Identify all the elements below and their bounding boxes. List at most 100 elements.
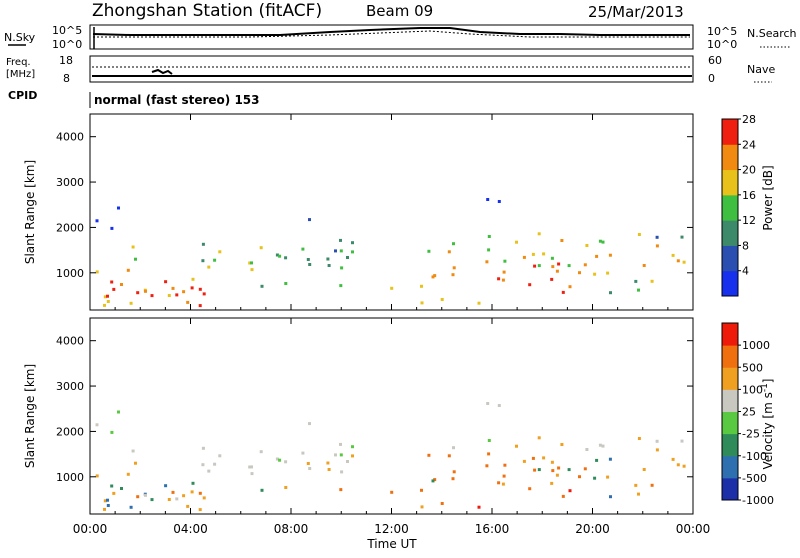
velocity-echo-cell	[537, 468, 541, 472]
colorbar-segment	[722, 367, 738, 390]
power-echo-cell	[171, 286, 175, 290]
velocity-echo-cell	[112, 491, 116, 495]
colorbar-segment	[722, 345, 738, 368]
power-echo-cell	[637, 233, 641, 236]
velocity-echo-cell	[340, 470, 344, 474]
velocity-echo-cell	[487, 439, 491, 442]
velocity-colorbar-label: Velocity [m s-1]	[760, 379, 775, 470]
power-echo-cell	[497, 277, 501, 281]
velocity-echo-cell	[676, 463, 680, 467]
velocity-echo-cell	[598, 443, 602, 447]
colorbar-tick-label: 16	[742, 189, 756, 202]
freq-panel	[89, 55, 694, 83]
velocity-echo-cell	[567, 468, 571, 472]
velocity-echo-cell	[306, 462, 310, 465]
velocity-echo-cell	[485, 464, 489, 468]
velocity-echo-cell	[301, 451, 305, 455]
power-echo-cell	[452, 266, 456, 270]
velocity-echo-cell	[650, 483, 654, 487]
colorbar-tick-label: 4	[742, 265, 749, 278]
velocity-echo-cell	[452, 446, 455, 450]
power-echo-cell	[248, 261, 252, 265]
power-echo-cell	[308, 263, 312, 266]
x-tick-label: 20:00	[575, 522, 610, 536]
power-echo-cell	[606, 271, 610, 275]
velocity-echo-cell	[327, 468, 331, 471]
x-tick-label: 16:00	[475, 522, 510, 536]
power-echo-cell	[682, 260, 686, 264]
colorbar-segment	[722, 323, 738, 346]
freq-label: Freq.	[6, 57, 31, 68]
velocity-echo-cell	[533, 468, 537, 472]
velocity-echo-cell	[213, 462, 217, 466]
velocity-echo-cell	[390, 490, 394, 494]
power-echo-cell	[655, 235, 659, 239]
velocity-echo-cell	[201, 463, 205, 467]
velocity-echo-cell	[191, 481, 195, 485]
power-echo-cell	[250, 268, 254, 272]
colorbar-segment	[722, 169, 738, 196]
velocity-echo-cell	[250, 465, 253, 469]
power-echo-cell	[598, 239, 602, 243]
colorbar-segment	[722, 144, 738, 171]
velocity-echo-cell	[202, 496, 206, 500]
velocity-echo-cell	[637, 492, 640, 496]
power-echo-cell	[207, 265, 211, 269]
velocity-echo-cell	[103, 507, 106, 511]
power-echo-cell	[275, 253, 279, 257]
velocity-echo-cell	[642, 468, 646, 471]
velocity-echo-cell	[550, 460, 554, 464]
x-tick-label: 00:00	[73, 522, 108, 536]
power-echo-cell	[501, 278, 505, 282]
power-echo-cell	[110, 280, 114, 284]
power-echo-cell	[182, 290, 186, 294]
velocity-echo-cell	[606, 475, 610, 479]
power-echo-cell	[306, 258, 310, 261]
velocity-echo-cell	[260, 488, 264, 492]
velocity-echo-cell	[346, 460, 349, 463]
power-echo-cell	[533, 264, 537, 268]
colorbar-segment	[722, 411, 738, 435]
power-echo-cell	[440, 298, 444, 301]
colorbar-segment	[722, 477, 738, 501]
velocity-echo-cell	[595, 458, 599, 462]
power-echo-cell	[609, 291, 612, 295]
power-echo-cell	[608, 253, 612, 257]
velocity-echo-cell	[497, 481, 501, 485]
power-echo-cell	[551, 265, 555, 269]
velocity-echo-cell	[110, 430, 114, 434]
power-echo-cell	[334, 249, 337, 253]
colorbar-tick-label: 12	[742, 214, 756, 227]
velocity-echo-cell	[339, 453, 343, 457]
colorbar-segment	[722, 270, 738, 297]
velocity-echo-cell	[427, 453, 431, 457]
power-echo-cell	[531, 252, 535, 256]
freq-excursion	[151, 68, 173, 75]
velocity-echo-cell	[144, 493, 147, 497]
power-echo-cell	[284, 256, 288, 260]
colorbar-segment	[722, 194, 738, 221]
noise-right-tick-top: 10^5	[707, 25, 737, 38]
noise-left-tick-bottom: 10^0	[52, 38, 82, 51]
power-echo-cell	[110, 226, 114, 230]
colorbar-frame	[721, 118, 739, 297]
power-echo-cell	[522, 255, 526, 259]
cpid-text: normal (fast stereo) 153	[94, 93, 260, 107]
velocity-echo-cell	[609, 495, 612, 499]
velocity-echo-cell	[551, 469, 555, 473]
velocity-echo-cell	[95, 423, 99, 427]
velocity-echo-cell	[497, 404, 501, 407]
cpid-label: CPID	[8, 89, 37, 102]
velocity-echo-cell	[502, 474, 506, 478]
velocity-echo-cell	[550, 481, 554, 485]
velocity-echo-cell	[339, 442, 342, 446]
power-data-layer	[95, 198, 686, 308]
power-echo-cell	[451, 273, 455, 277]
velocity-echo-cell	[522, 459, 526, 463]
power-echo-cell	[528, 283, 532, 287]
power-echo-cell	[164, 280, 168, 284]
power-echo-cell	[560, 239, 564, 242]
colorbar-segment	[722, 389, 738, 412]
